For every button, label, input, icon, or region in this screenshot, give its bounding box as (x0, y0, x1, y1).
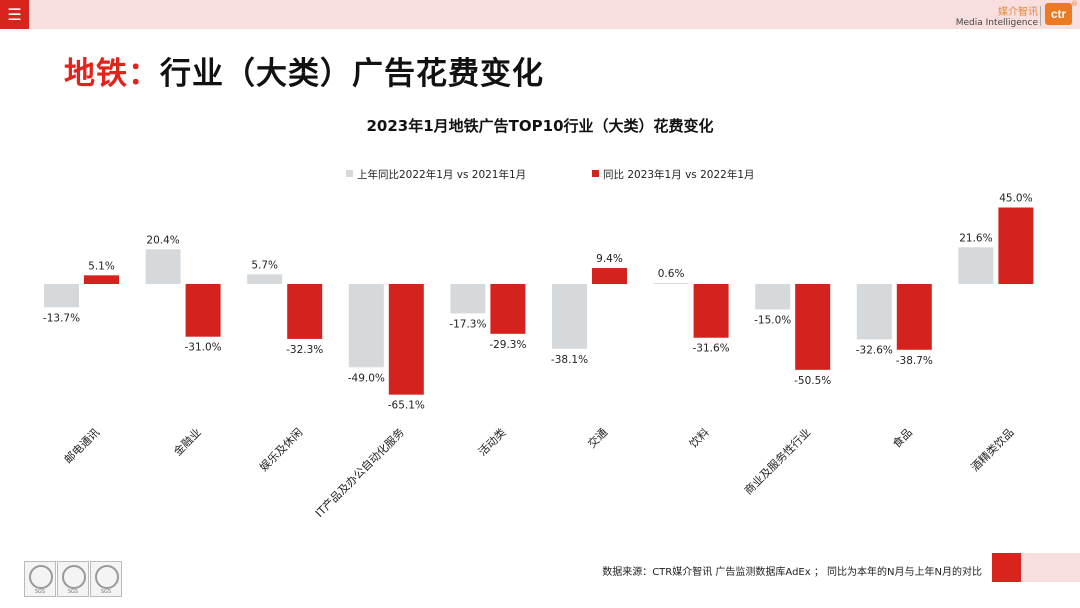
corner-accent-grey (1021, 553, 1080, 582)
category-label: 交通 (585, 425, 610, 450)
bar-curr (998, 207, 1034, 284)
top-bar (0, 0, 1080, 29)
category-label: IT产品及办公自动化服务 (312, 425, 407, 520)
legend-label-curr: 同比 2023年1月 vs 2022年1月 (603, 169, 755, 181)
brand-divider (1040, 6, 1041, 26)
page-title-prefix: 地铁： (64, 56, 160, 92)
bar-prev (958, 247, 994, 284)
bar-curr (287, 284, 323, 339)
chart-legend: 上年同比2022年1月 vs 2021年1月 同比 2023年1月 vs 202… (0, 167, 1080, 183)
legend-item-prev: 上年同比2022年1月 vs 2021年1月 (346, 167, 526, 182)
data-label: 20.4% (146, 234, 179, 246)
brand-block: 媒介智讯 Media Intelligence (956, 7, 1038, 29)
seal-badge: SGS (24, 561, 56, 597)
data-source-note: 数据来源：CTR媒介智讯 广告监测数据库AdEx ； 同比为本年的N月与上年N月… (602, 567, 982, 578)
bar-prev (247, 274, 283, 284)
category-label: 食品 (889, 425, 914, 450)
data-label: -13.7% (43, 312, 80, 324)
category-label: 金融业 (170, 425, 203, 458)
bar-prev (44, 284, 79, 308)
category-label: 酒精类饮品 (968, 425, 1017, 474)
bar-curr (490, 284, 526, 334)
bar-curr (388, 284, 424, 395)
bar-prev (552, 284, 587, 349)
bar-curr (693, 284, 729, 338)
data-label: -15.0% (754, 315, 791, 327)
logo-text: ctr (1050, 7, 1067, 21)
category-label: 活动类 (475, 425, 508, 458)
seal-badge: SGS (90, 561, 122, 597)
seal-badge: SGS (57, 561, 89, 597)
category-label: 商业及服务性行业 (741, 425, 813, 497)
brand-cn: 媒介智讯 (998, 7, 1038, 18)
corner-accent-red (992, 553, 1021, 582)
brand-en: Media Intelligence (955, 18, 1038, 28)
data-label: 45.0% (999, 193, 1032, 205)
data-label: 0.6% (658, 268, 685, 280)
data-label: -17.3% (449, 318, 486, 330)
data-label: -31.6% (693, 343, 730, 355)
page-title: 地铁：行业（大类）广告花费变化 (64, 48, 544, 93)
legend-swatch-curr (592, 170, 599, 177)
bar-curr (185, 284, 221, 337)
bar-prev (755, 284, 791, 310)
data-label: -65.1% (388, 400, 425, 412)
bar-prev (856, 284, 892, 340)
certification-seals: SGS SGS SGS (24, 561, 124, 597)
data-label: 5.1% (88, 260, 115, 272)
data-label: -29.3% (489, 339, 526, 351)
data-label: -32.3% (286, 344, 323, 356)
legend-item-curr: 同比 2023年1月 vs 2022年1月 (592, 167, 755, 182)
bar-curr (795, 284, 831, 370)
bar-chart: -13.7% 5.1% 邮电通讯 20.4% -31.0% 金融业 5.7% -32.3% 娱乐… (43, 193, 1034, 520)
data-label: -38.7% (896, 355, 933, 367)
data-label: -31.0% (185, 342, 222, 354)
bar-prev (653, 282, 689, 284)
ctr-logo: ctr (1045, 3, 1072, 25)
data-label: -38.1% (551, 354, 588, 366)
menu-button[interactable]: ☰ (0, 0, 29, 29)
data-label: 9.4% (596, 253, 623, 265)
data-label: -50.5% (794, 375, 831, 387)
category-label: 邮电通讯 (62, 426, 102, 466)
bar-curr (592, 268, 627, 284)
chart-title: 2023年1月地铁广告TOP10行业（大类）花费变化 (366, 117, 714, 135)
data-label: 21.6% (959, 232, 992, 244)
category-label: 娱乐及休闲 (257, 425, 306, 474)
bar-prev (348, 284, 384, 368)
legend-label-prev: 上年同比2022年1月 vs 2021年1月 (357, 169, 527, 181)
bar-curr (84, 275, 119, 284)
legend-swatch-prev (346, 170, 353, 177)
page-title-main: 行业（大类）广告花费变化 (160, 56, 544, 92)
hamburger-icon: ☰ (7, 5, 22, 24)
bar-prev (450, 284, 486, 314)
data-label: -49.0% (348, 372, 385, 384)
category-label: 饮料 (686, 425, 711, 450)
data-label: -32.6% (856, 344, 893, 356)
registered-mark: ® (1071, 0, 1078, 8)
data-label: 5.7% (251, 259, 278, 271)
bar-curr (896, 284, 932, 350)
bar-prev (145, 249, 181, 284)
